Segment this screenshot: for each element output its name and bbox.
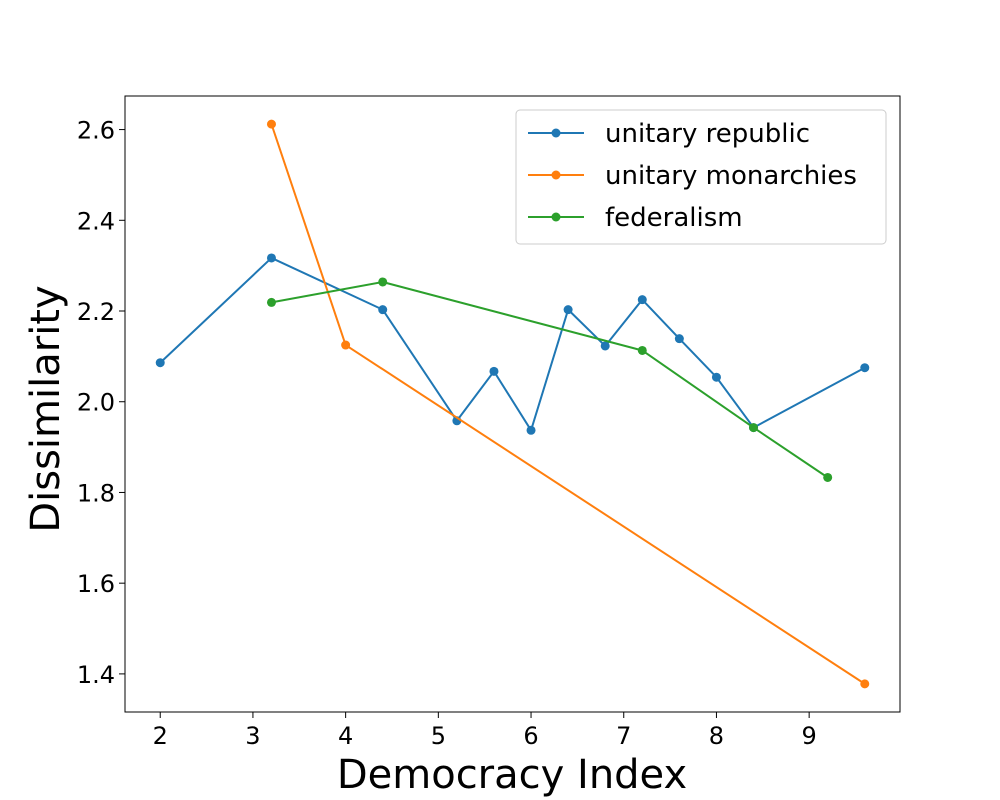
legend-label: unitary monarchies	[605, 161, 857, 191]
series-line-unitary-republic	[159, 256, 866, 432]
data-point-federalism	[749, 423, 759, 433]
legend-marker	[551, 212, 561, 222]
data-point-unitary-republic	[563, 305, 573, 315]
data-point-unitary-republic	[489, 366, 499, 376]
y-tick-label: 1.6	[77, 570, 115, 598]
y-axis-label: Dissimilarity	[23, 285, 69, 532]
legend-label: federalism	[605, 203, 743, 233]
x-tick-label: 3	[245, 722, 260, 750]
data-point-federalism	[637, 345, 647, 355]
data-point-federalism	[823, 472, 833, 482]
x-tick-label: 4	[338, 722, 353, 750]
data-point-unitary-monarchies	[266, 119, 276, 129]
data-point-unitary-monarchies	[341, 340, 351, 350]
y-tick-label: 2.6	[77, 117, 115, 145]
legend: unitary republic unitary monarchies federa…	[515, 109, 887, 245]
data-point-unitary-republic	[266, 253, 276, 263]
legend-box	[515, 109, 887, 245]
y-tick-label: 2.4	[77, 207, 115, 235]
x-tick-label: 6	[523, 722, 538, 750]
data-point-unitary-republic	[155, 358, 165, 368]
legend-entry-federalism: federalism	[528, 203, 743, 233]
y-tick-label: 2.0	[77, 389, 115, 417]
x-tick-label: 5	[431, 722, 446, 750]
data-point-unitary-republic	[600, 341, 610, 351]
series-federalism	[266, 277, 833, 482]
legend-entry-unitary-monarchies: unitary monarchies	[528, 161, 857, 191]
legend-marker	[551, 128, 561, 138]
y-axis-ticks: 1.4 1.6 1.8 2.0 2.2 2.4 2.6	[77, 117, 125, 689]
x-axis-label: Democracy Index	[337, 752, 687, 798]
series-unitary-monarchies	[266, 119, 870, 689]
data-point-unitary-republic	[378, 305, 388, 315]
y-tick-label: 1.8	[77, 479, 115, 507]
legend-entry-unitary-republic: unitary republic	[528, 119, 810, 149]
x-tick-label: 9	[802, 722, 817, 750]
data-point-unitary-monarchies	[860, 679, 870, 689]
data-point-federalism	[266, 297, 276, 307]
data-point-unitary-republic	[637, 295, 647, 305]
x-axis-ticks: 2 3 4 5 6 7 8 9	[153, 712, 817, 750]
data-point-unitary-republic	[711, 372, 721, 382]
data-point-federalism	[378, 277, 388, 287]
legend-marker	[551, 170, 561, 180]
data-point-unitary-republic	[526, 425, 536, 435]
series-unitary-republic	[155, 253, 870, 435]
series-line-federalism	[271, 280, 829, 479]
data-point-unitary-republic	[674, 334, 684, 344]
legend-label: unitary republic	[605, 119, 810, 149]
x-tick-label: 7	[616, 722, 631, 750]
plot-frame	[124, 95, 901, 713]
y-tick-label: 2.2	[77, 298, 115, 326]
y-tick-label: 1.4	[77, 661, 115, 689]
x-tick-label: 8	[709, 722, 724, 750]
series-layer	[155, 119, 870, 689]
x-tick-label: 2	[153, 722, 168, 750]
data-point-unitary-republic	[860, 363, 870, 373]
